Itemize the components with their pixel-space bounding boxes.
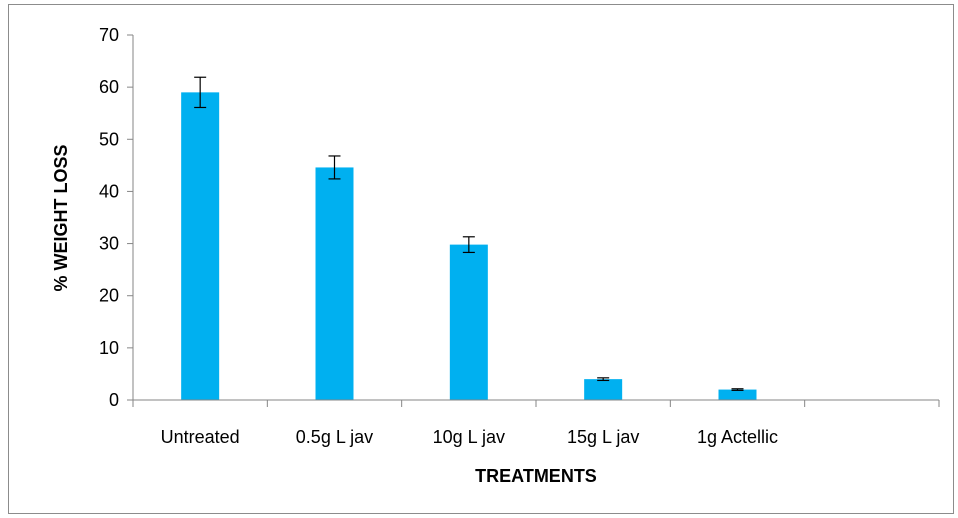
x-tick-label: 15g L jav [567, 427, 639, 447]
x-tick-label: 1g Actellic [697, 427, 778, 447]
error-bars [194, 76, 744, 391]
chart-area: 0 10 20 30 40 50 60 70 Untreated 0.5g L jav 10g L… [8, 4, 954, 514]
x-tick-label: Untreated [161, 427, 240, 447]
y-tick-label: 60 [99, 77, 119, 97]
y-axis-title: % WEIGHT LOSS [51, 144, 71, 291]
x-tick-label: 0.5g L jav [296, 427, 373, 447]
error-bar [462, 236, 475, 254]
y-tick-label: 40 [99, 181, 119, 201]
error-bar [597, 377, 610, 382]
x-axis-title: TREATMENTS [475, 466, 597, 486]
bar [718, 389, 757, 400]
y-axis-ticks: 0 10 20 30 40 50 60 70 [99, 25, 133, 410]
bar [315, 167, 354, 400]
x-tick-label: 10g L jav [433, 427, 505, 447]
bar [449, 244, 488, 400]
error-bar [328, 155, 341, 180]
bar-chart: 0 10 20 30 40 50 60 70 Untreated 0.5g L jav 10g L… [51, 25, 940, 486]
bar [584, 379, 623, 400]
bars [181, 92, 757, 400]
y-tick-label: 70 [99, 25, 119, 45]
error-bar [731, 388, 744, 391]
y-tick-label: 50 [99, 129, 119, 149]
y-tick-label: 30 [99, 234, 119, 254]
y-tick-label: 20 [99, 286, 119, 306]
y-tick-label: 10 [99, 338, 119, 358]
x-axis-ticks: Untreated 0.5g L jav 10g L jav 15g L jav 1g … [132, 400, 940, 447]
y-tick-label: 0 [109, 390, 119, 410]
error-bar [194, 76, 207, 109]
bar [181, 92, 220, 400]
